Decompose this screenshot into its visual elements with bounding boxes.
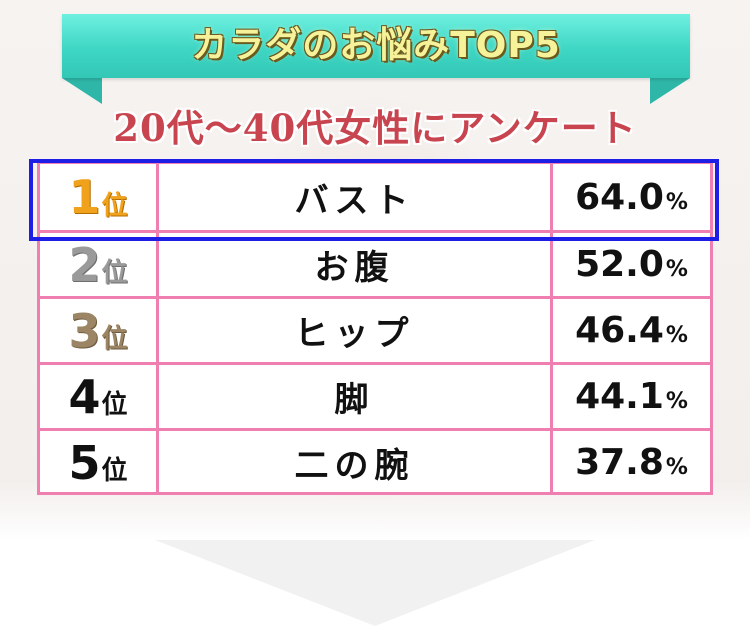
percent-value: 46.4 bbox=[575, 310, 664, 351]
percent-sign: % bbox=[665, 455, 688, 480]
ribbon-tail-left bbox=[62, 78, 102, 104]
rank-number: 2 bbox=[68, 237, 101, 292]
concern-label: ヒップ bbox=[294, 314, 415, 354]
percent-sign: % bbox=[665, 323, 688, 348]
percent-value: 64.0 bbox=[575, 176, 664, 218]
concern-label: 脚 bbox=[334, 380, 375, 420]
percent-value: 44.1 bbox=[575, 376, 664, 417]
title-ribbon: カラダのお悩みTOP5 bbox=[62, 14, 690, 78]
item-cell: お腹 bbox=[159, 233, 553, 296]
percent-value: 52.0 bbox=[575, 244, 664, 285]
rank-number: 1 bbox=[68, 170, 101, 224]
percent-sign: % bbox=[665, 257, 688, 282]
percent-sign: % bbox=[665, 189, 688, 215]
rank-number: 4 bbox=[68, 369, 101, 424]
percent-cell: 37.8% bbox=[553, 431, 710, 494]
rank-suffix: 位 bbox=[101, 324, 128, 354]
item-cell: 二の腕 bbox=[159, 431, 553, 494]
concern-label: 二の腕 bbox=[294, 446, 415, 486]
rank-suffix: 位 bbox=[101, 190, 128, 221]
item-cell: ヒップ bbox=[159, 299, 553, 362]
down-arrow-chevron bbox=[155, 540, 595, 626]
rank-suffix: 位 bbox=[101, 258, 128, 288]
percent-cell: 52.0% bbox=[553, 233, 710, 296]
percent-sign: % bbox=[665, 389, 688, 414]
percent-cell: 46.4% bbox=[553, 299, 710, 362]
page-title: カラダのお悩みTOP5 bbox=[191, 25, 561, 66]
concern-label: お腹 bbox=[314, 248, 395, 288]
item-cell: 脚 bbox=[159, 365, 553, 428]
percent-value: 37.8 bbox=[575, 442, 664, 483]
rank-suffix: 位 bbox=[101, 456, 128, 486]
rank-number: 3 bbox=[68, 303, 101, 358]
percent-cell: 64.0% bbox=[553, 164, 710, 230]
rank-number: 5 bbox=[68, 435, 101, 490]
survey-subtitle: 20代〜40代女性にアンケート bbox=[113, 106, 637, 150]
percent-cell: 44.1% bbox=[553, 365, 710, 428]
ribbon-tail-right bbox=[650, 78, 690, 104]
rank-suffix: 位 bbox=[101, 390, 128, 420]
concern-label: バスト bbox=[294, 180, 415, 221]
item-cell: バスト bbox=[159, 164, 553, 230]
